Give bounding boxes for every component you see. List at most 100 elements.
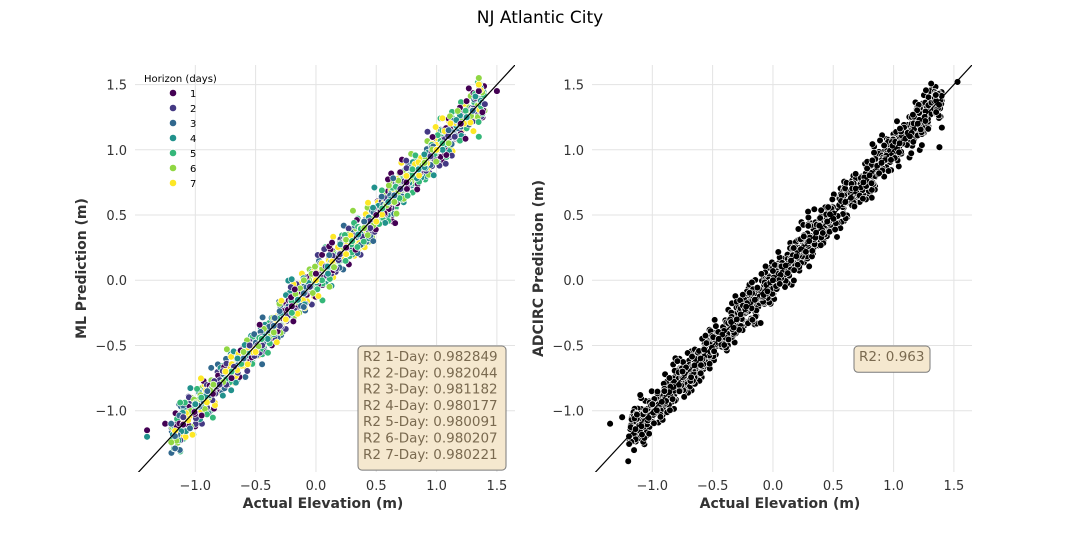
scatter-point <box>850 202 858 211</box>
scatter-point <box>328 238 336 247</box>
scatter-point <box>909 111 917 119</box>
scatter-point <box>712 322 720 330</box>
plot-area <box>137 65 515 472</box>
scatter-point <box>790 266 798 274</box>
scatter-point <box>745 289 754 297</box>
scatter-point <box>186 424 194 432</box>
x-tick-label: −0.5 <box>697 479 729 494</box>
scatter-point <box>739 291 747 299</box>
scatter-point <box>863 164 871 173</box>
scatter-point <box>697 369 705 377</box>
x-tick-label: −1.0 <box>637 479 669 494</box>
scatter-point <box>932 108 940 116</box>
scatter-point <box>353 243 362 251</box>
scatter-point <box>810 205 818 213</box>
data-point-series-7 <box>402 172 411 180</box>
scatter-point <box>665 374 674 382</box>
annotation-line: R2 7-Day: 0.980221 <box>363 447 498 463</box>
scatter-point <box>197 374 205 382</box>
scatter-point <box>637 422 646 430</box>
scatter-point <box>167 438 175 446</box>
scatter-point <box>656 413 665 421</box>
scatter-point <box>277 297 285 305</box>
scatter-point <box>442 160 450 168</box>
data-point-series-7 <box>221 367 230 376</box>
x-tick-label: 1.0 <box>883 479 904 494</box>
scatter-point <box>875 169 883 177</box>
scatter-point <box>831 225 839 234</box>
data-point-series-5 <box>408 165 417 174</box>
scatter-point <box>710 347 718 355</box>
data-point-series-6 <box>330 263 338 271</box>
scatter-point <box>776 280 784 288</box>
scatter-point <box>438 114 447 122</box>
scatter-point <box>241 373 249 381</box>
scatter-point <box>188 431 197 439</box>
scatter-point <box>658 398 666 406</box>
x-tick-label: −1.0 <box>180 479 212 494</box>
data-point-series-2 <box>179 413 188 421</box>
scatter-point <box>264 349 272 357</box>
scatter-point <box>867 179 876 187</box>
scatter-point <box>345 224 353 233</box>
scatter-point <box>630 446 638 454</box>
annotation-box <box>853 345 931 373</box>
identity-line <box>594 65 972 472</box>
scatter-point <box>244 360 252 368</box>
x-tick-label: 1.5 <box>487 479 508 494</box>
scatter-point <box>757 319 765 327</box>
scatter-point <box>924 125 932 133</box>
scatter-point <box>389 174 397 182</box>
legend-label: 5 <box>190 149 196 160</box>
annotation-line: R2 6-Day: 0.980207 <box>363 431 498 447</box>
data-point-series-6 <box>209 380 218 389</box>
scatter-point <box>318 296 327 304</box>
scatter-point <box>711 316 719 324</box>
scatter-point <box>706 360 714 368</box>
scatter-point <box>748 278 756 286</box>
y-tick-label: 0.5 <box>106 209 127 224</box>
scatter-point <box>909 138 917 146</box>
scatter-point <box>893 117 901 125</box>
data-point-series-ADCIRC <box>932 91 940 99</box>
scatter-point <box>462 97 471 105</box>
scatter-point <box>668 395 677 403</box>
scatter-point <box>186 384 194 392</box>
scatter-point <box>370 183 379 192</box>
data-point-series-7 <box>251 348 260 356</box>
y-tick-label: 0.0 <box>106 274 127 289</box>
scatter-point <box>896 125 904 133</box>
scatter-point <box>369 204 377 212</box>
scatter-point <box>385 181 393 190</box>
y-tick-label: 1.5 <box>106 79 127 94</box>
annotation-line: R2 4-Day: 0.980177 <box>363 398 498 414</box>
scatter-point <box>415 171 423 180</box>
scatter-point <box>876 136 884 145</box>
scatter-point <box>701 332 710 340</box>
scatter-point <box>420 150 428 158</box>
scatter-point <box>804 213 813 222</box>
plot-area <box>594 65 972 472</box>
data-point-series-7 <box>282 315 290 324</box>
data-point-series-4 <box>233 354 242 363</box>
scatter-point <box>702 339 711 347</box>
legend-label: 3 <box>190 119 196 130</box>
data-point-series-2 <box>450 132 459 141</box>
legend-marker <box>169 104 177 112</box>
scatter-point <box>675 387 683 395</box>
scatter-point <box>360 238 368 246</box>
annotation-line: R2: 0.963 <box>859 349 924 365</box>
scatter-point <box>291 285 299 293</box>
scatter-point <box>774 248 782 256</box>
legend-marker <box>169 89 177 97</box>
data-point-series-5 <box>475 132 483 141</box>
scatter-point <box>794 225 802 233</box>
legend-marker <box>169 134 177 142</box>
data-point-series-2 <box>245 341 254 350</box>
y-tick-label: −1.0 <box>95 405 127 420</box>
scatter-point <box>378 193 386 201</box>
data-point-series-3 <box>203 387 212 395</box>
data-point-series-ADCIRC <box>636 391 645 399</box>
scatter-point <box>880 141 888 150</box>
scatter-point <box>638 431 646 439</box>
